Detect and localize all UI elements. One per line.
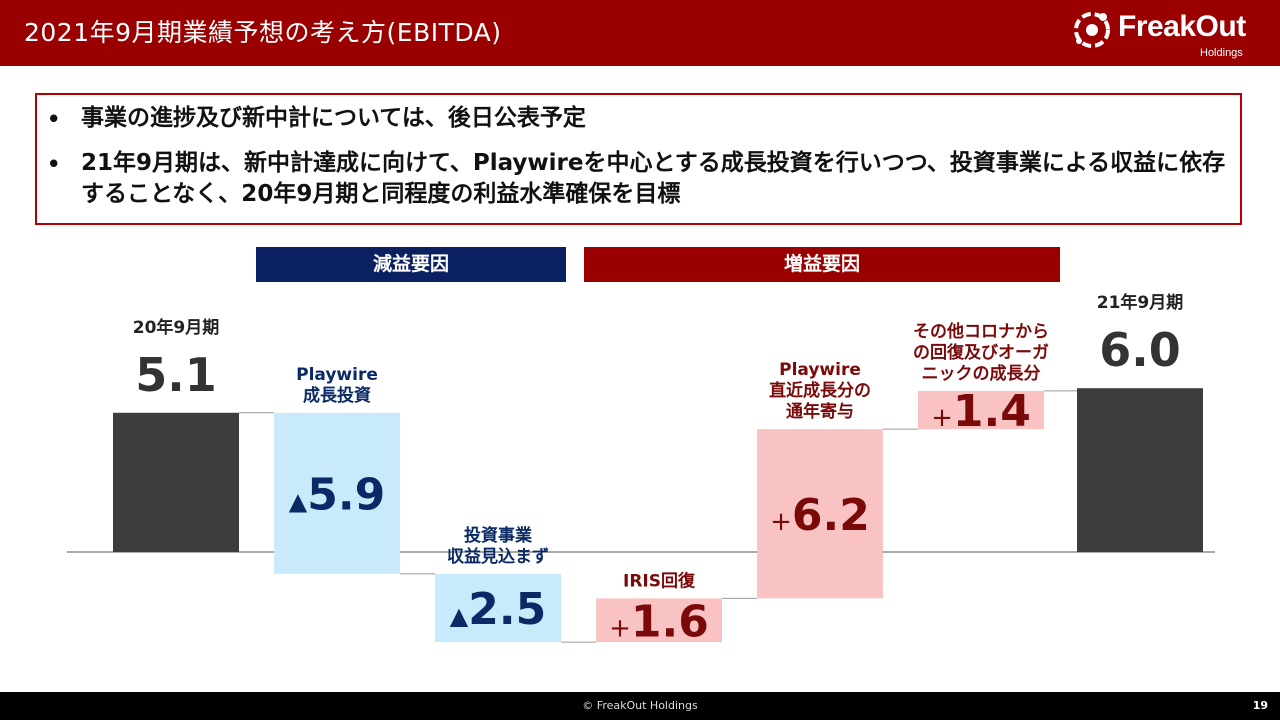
value-label: +1.4 [931, 386, 1031, 437]
bullet-mark: • [47, 107, 61, 131]
page-number: 19 [1252, 699, 1268, 712]
logo-wordmark: FreakOut [1118, 10, 1246, 43]
logo-mark-icon [1074, 12, 1110, 48]
bullet-mark: • [47, 152, 61, 176]
total-category-label: 21年9月期 [1097, 292, 1184, 313]
company-logo: FreakOut Holdings [1072, 6, 1262, 62]
total-category-label: 20年9月期 [133, 317, 220, 338]
value-label: ▲5.9 [289, 469, 385, 520]
waterfall-bar [596, 598, 722, 643]
total-value-label: 6.0 [1099, 323, 1181, 377]
header-bar: 2021年9月期業績予想の考え方(EBITDA) FreakOut Holdin… [0, 0, 1280, 66]
waterfall-bar [113, 412, 239, 552]
decrease-factors-banner: 減益要因 [256, 247, 566, 282]
category-label: Playwire 直近成長分の通年寄与 [769, 360, 871, 422]
waterfall-bar [918, 390, 1044, 430]
footer-bar: © FreakOut Holdings 19 [0, 692, 1280, 720]
summary-item-2: 21年9月期は、新中計達成に向けて、Playwireを中心とする成長投資を行いつ… [81, 150, 1226, 207]
waterfall-bar [757, 429, 883, 599]
summary-item-1: 事業の進捗及び新中計については、後日公表予定 [81, 105, 586, 131]
value-label: ▲2.5 [450, 584, 546, 635]
category-label: Playwire 成長投資 [296, 365, 378, 406]
category-label: その他コロナからの回復及びオーガニックの成長分 [913, 321, 1049, 384]
value-label: +1.6 [609, 596, 709, 647]
value-label: +6.2 [770, 490, 870, 541]
copyright-text: © FreakOut Holdings [582, 699, 698, 712]
waterfall-bar [435, 573, 561, 643]
waterfall-bar [274, 412, 400, 574]
logo-subtitle: Holdings [1200, 47, 1243, 59]
category-label: IRIS回復 [623, 570, 696, 591]
waterfall-bar [1077, 388, 1203, 552]
total-value-label: 5.1 [135, 348, 217, 402]
page-title: 2021年9月期業績予想の考え方(EBITDA) [24, 18, 502, 47]
summary-box: • 事業の進捗及び新中計については、後日公表予定 • 21年9月期は、新中計達成… [35, 93, 1242, 225]
increase-factors-banner: 増益要因 [584, 247, 1060, 282]
category-label: 投資事業収益見込まず [447, 525, 549, 567]
